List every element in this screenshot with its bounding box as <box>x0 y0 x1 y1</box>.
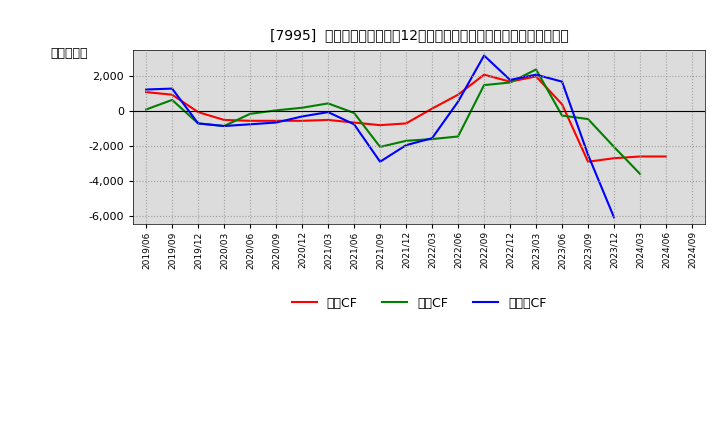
Title: [7995]  キャッシュフローの12か月移動合計の対前年同期増減額の推移: [7995] キャッシュフローの12か月移動合計の対前年同期増減額の推移 <box>270 28 569 42</box>
営業CF <box>532 74 541 79</box>
投資CF <box>428 136 436 142</box>
投資CF <box>402 138 410 143</box>
営業CF <box>428 106 436 111</box>
投資CF <box>350 110 359 116</box>
フリーCF <box>558 79 567 84</box>
営業CF <box>454 92 462 97</box>
投資CF <box>298 105 307 110</box>
Y-axis label: （百万円）: （百万円） <box>50 47 87 60</box>
投資CF <box>584 117 593 122</box>
投資CF <box>558 113 567 118</box>
営業CF <box>168 92 176 97</box>
フリーCF <box>324 110 333 115</box>
フリーCF <box>505 77 514 83</box>
フリーCF <box>168 86 176 91</box>
投資CF <box>505 80 514 85</box>
フリーCF <box>480 53 488 58</box>
フリーCF <box>402 143 410 148</box>
フリーCF <box>532 72 541 77</box>
フリーCF <box>350 121 359 127</box>
投資CF <box>271 108 280 113</box>
フリーCF <box>428 136 436 141</box>
投資CF <box>376 144 384 150</box>
フリーCF <box>610 215 618 220</box>
営業CF <box>142 89 150 95</box>
営業CF <box>376 122 384 128</box>
営業CF <box>584 159 593 165</box>
投資CF <box>194 121 202 126</box>
フリーCF <box>194 121 202 126</box>
Line: フリーCF: フリーCF <box>146 55 614 217</box>
営業CF <box>271 118 280 124</box>
営業CF <box>220 117 228 123</box>
フリーCF <box>298 114 307 119</box>
フリーCF <box>271 120 280 125</box>
営業CF <box>298 118 307 124</box>
営業CF <box>246 118 254 124</box>
投資CF <box>324 101 333 106</box>
投資CF <box>480 82 488 88</box>
営業CF <box>610 156 618 161</box>
フリーCF <box>246 121 254 127</box>
投資CF <box>220 123 228 128</box>
営業CF <box>350 120 359 125</box>
投資CF <box>610 144 618 150</box>
営業CF <box>324 117 333 123</box>
投資CF <box>454 134 462 139</box>
営業CF <box>505 79 514 84</box>
営業CF <box>480 72 488 77</box>
営業CF <box>636 154 644 159</box>
営業CF <box>194 110 202 115</box>
営業CF <box>402 121 410 126</box>
投資CF <box>142 107 150 112</box>
投資CF <box>636 171 644 176</box>
投資CF <box>246 111 254 117</box>
フリーCF <box>142 87 150 92</box>
フリーCF <box>376 159 384 165</box>
営業CF <box>558 102 567 107</box>
Line: 営業CF: 営業CF <box>146 75 666 162</box>
Line: 投資CF: 投資CF <box>146 70 640 174</box>
フリーCF <box>220 123 228 128</box>
投資CF <box>168 97 176 103</box>
Legend: 営業CF, 投資CF, フリーCF: 営業CF, 投資CF, フリーCF <box>287 292 552 315</box>
営業CF <box>662 154 670 159</box>
フリーCF <box>584 152 593 158</box>
フリーCF <box>454 99 462 104</box>
投資CF <box>532 67 541 72</box>
